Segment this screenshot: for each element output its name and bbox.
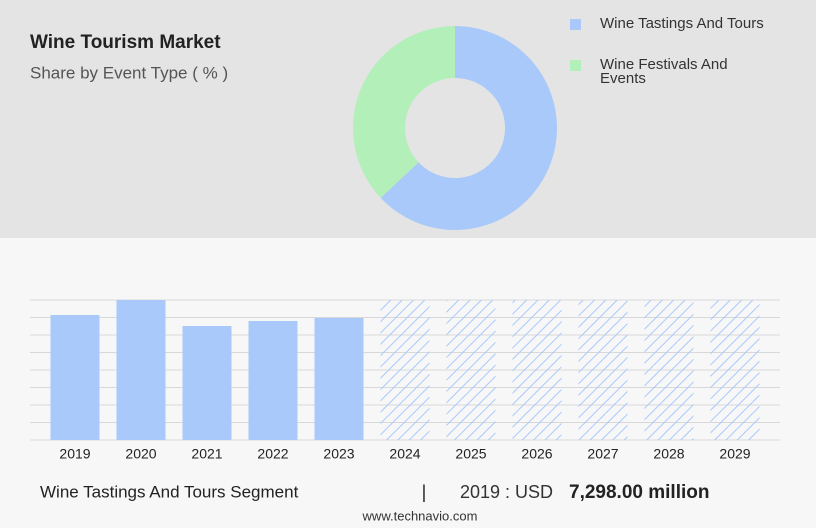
forecast-placeholder (578, 300, 628, 440)
forecast-placeholder (446, 300, 496, 440)
bar (248, 321, 298, 440)
x-tick-label: 2027 (587, 446, 618, 462)
donut-slice (380, 26, 557, 230)
x-tick-label: 2020 (125, 446, 156, 462)
legend-entry: Wine Festivals And Events (570, 56, 770, 87)
x-tick-label: 2023 (323, 446, 354, 462)
legend-swatch (570, 19, 581, 30)
x-tick-label: 2025 (455, 446, 486, 462)
legend-swatch (570, 60, 581, 71)
bar (182, 326, 232, 440)
footer-segment: Wine Tastings And Tours Segment (40, 482, 299, 501)
legend-entry: Wine Tastings And Tours (570, 15, 770, 32)
forecast-placeholder (644, 300, 694, 440)
bar (116, 300, 166, 440)
x-tick-label: 2019 (59, 446, 90, 462)
bar (50, 314, 100, 440)
donut-slice (353, 26, 455, 198)
bar (314, 317, 364, 440)
forecast-placeholder (380, 300, 430, 440)
chart-title: Wine Tourism Market (30, 32, 221, 53)
footer-site: www.technavio.com (362, 508, 478, 523)
legend-label: Wine Tastings And Tours (600, 15, 764, 32)
x-tick-label: 2021 (191, 446, 222, 462)
footer-year: 2019 : USD (460, 482, 553, 502)
x-tick-label: 2029 (719, 446, 750, 462)
legend-label: Wine Festivals And Events (600, 56, 728, 87)
x-tick-label: 2028 (653, 446, 684, 462)
forecast-placeholder (512, 300, 562, 440)
forecast-placeholder (710, 300, 760, 440)
footer-separator: | (422, 482, 427, 502)
chart-subtitle: Share by Event Type ( % ) (30, 63, 228, 82)
x-tick-label: 2022 (257, 446, 288, 462)
x-tick-label: 2024 (389, 446, 420, 462)
footer-value: 7,298.00 million (569, 482, 709, 503)
x-tick-label: 2026 (521, 446, 552, 462)
